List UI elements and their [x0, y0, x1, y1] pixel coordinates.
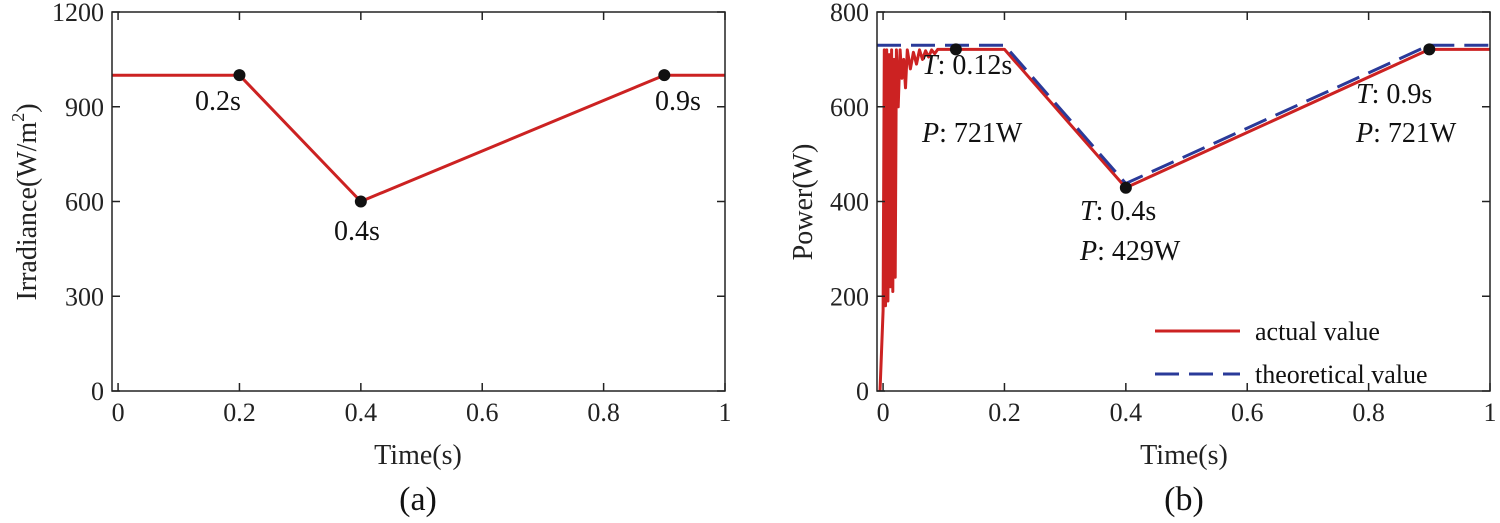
- panel-b-xtick-label-3: 0.6: [1231, 398, 1264, 427]
- panel-a-xtick-label-5: 1: [719, 398, 732, 427]
- annotation-0-p-symbol: P: [921, 118, 939, 149]
- panel-b-annotation-1: T: 0.4s P: 429W: [1079, 196, 1181, 267]
- panel-b-ytick-label-1: 200: [830, 282, 869, 311]
- panel-a-ytick-label-1: 300: [65, 282, 104, 311]
- panel-b-chart: 0 0.2 0.4 0.6 0.8 1 0 200 400 600 800 Time(s) Powe…: [788, 0, 1497, 518]
- panel-b-xtick-label-2: 0.4: [1110, 398, 1143, 427]
- panel-a-y-axis-label-main: Irradiance(W/m: [12, 122, 43, 301]
- annotation-2-t-value: : 0.9s: [1372, 79, 1433, 110]
- panel-b-legend: actual value theoretical value: [1155, 317, 1428, 389]
- panel-a-xtick-label-2: 0.4: [345, 398, 378, 427]
- panel-a-chart: 0 0.2 0.4 0.6 0.8 1 0 300 600 900 1200 Time(s) Irr…: [8, 0, 732, 518]
- annotation-2-p-value: : 721W: [1373, 118, 1457, 149]
- panel-b-ytick-label-0: 0: [856, 377, 869, 406]
- annotation-1-power: P: 429W: [1079, 236, 1181, 267]
- marker-label-0-2s: 0.2s: [195, 86, 241, 117]
- panel-a-xtick-label-4: 0.8: [587, 398, 620, 427]
- panel-b-xtick-label-5: 1: [1484, 398, 1497, 427]
- panel-b-x-axis-label: Time(s): [1140, 440, 1228, 471]
- panel-a-marker-1: [354, 195, 367, 208]
- annotation-0-t-value: : 0.12s: [938, 50, 1013, 81]
- panel-a-y-axis-label: Irradiance(W/m2): [8, 103, 43, 300]
- annotation-1-p-value: : 429W: [1097, 236, 1181, 267]
- annotation-2-t-symbol: T: [1356, 79, 1374, 110]
- marker-label-0-9s: 0.9s: [655, 86, 701, 117]
- annotation-1-time: T: 0.4s: [1080, 196, 1156, 227]
- annotation-0-power: P: 721W: [921, 118, 1023, 149]
- marker-label-0-4s: 0.4s: [334, 216, 380, 247]
- panel-b-marker-2: [1423, 43, 1436, 56]
- annotation-1-t-symbol: T: [1080, 196, 1098, 227]
- annotation-1-t-value: : 0.4s: [1096, 196, 1157, 227]
- panel-a-plot-frame: [111, 11, 726, 392]
- panel-b-label: (b): [1164, 481, 1204, 518]
- panel-b-ytick-label-3: 600: [830, 93, 869, 122]
- panel-a-xtick-label-1: 0.2: [223, 398, 256, 427]
- panel-b-annotation-2: T: 0.9s P: 721W: [1355, 79, 1457, 149]
- panel-a-xtick-label-0: 0: [112, 398, 125, 427]
- panel-b-ytick-label-2: 400: [830, 188, 869, 217]
- panel-a-marker-2: [658, 69, 671, 82]
- annotation-0-time: T: 0.12s: [922, 50, 1012, 81]
- panel-a-xtick-label-3: 0.6: [466, 398, 499, 427]
- panel-b-series-actual-value: [878, 47, 1490, 392]
- panel-a-y-axis-label-close: ): [12, 103, 43, 112]
- annotation-2-p-symbol: P: [1355, 118, 1373, 149]
- panel-b-xtick-label-0: 0: [877, 398, 890, 427]
- annotation-0-t-symbol: T: [922, 50, 940, 81]
- panel-a-y-axis-label-sup: 2: [8, 113, 28, 122]
- panel-b-marker-1: [1119, 181, 1132, 194]
- panel-a-ytick-label-4: 1200: [52, 0, 104, 27]
- annotation-2-power: P: 721W: [1355, 118, 1457, 149]
- annotation-1-p-symbol: P: [1079, 236, 1097, 267]
- panel-a-x-axis-label: Time(s): [374, 440, 462, 471]
- annotation-0-p-value: : 721W: [939, 118, 1023, 149]
- panel-a-label: (a): [399, 481, 437, 518]
- panel-b-marker-0: [949, 43, 962, 56]
- panel-a-ytick-label-0: 0: [91, 377, 104, 406]
- panel-b-y-axis-label: Power(W): [788, 144, 819, 261]
- panel-b-xtick-label-4: 0.8: [1352, 398, 1385, 427]
- panel-a-marker-0: [233, 69, 246, 82]
- panel-b-annotation-0: T: 0.12s P: 721W: [921, 50, 1023, 149]
- panel-b-ytick-label-4: 800: [830, 0, 869, 27]
- panel-a-ytick-label-3: 900: [65, 93, 104, 122]
- panel-a-ytick-label-2: 600: [65, 188, 104, 217]
- panel-b-xtick-label-1: 0.2: [988, 398, 1021, 427]
- annotation-2-time: T: 0.9s: [1356, 79, 1432, 110]
- legend-actual-label: actual value: [1255, 317, 1380, 346]
- panel-a-marker-labels: 0.2s 0.4s 0.9s: [195, 86, 701, 247]
- legend-theoretical-label: theoretical value: [1255, 360, 1428, 389]
